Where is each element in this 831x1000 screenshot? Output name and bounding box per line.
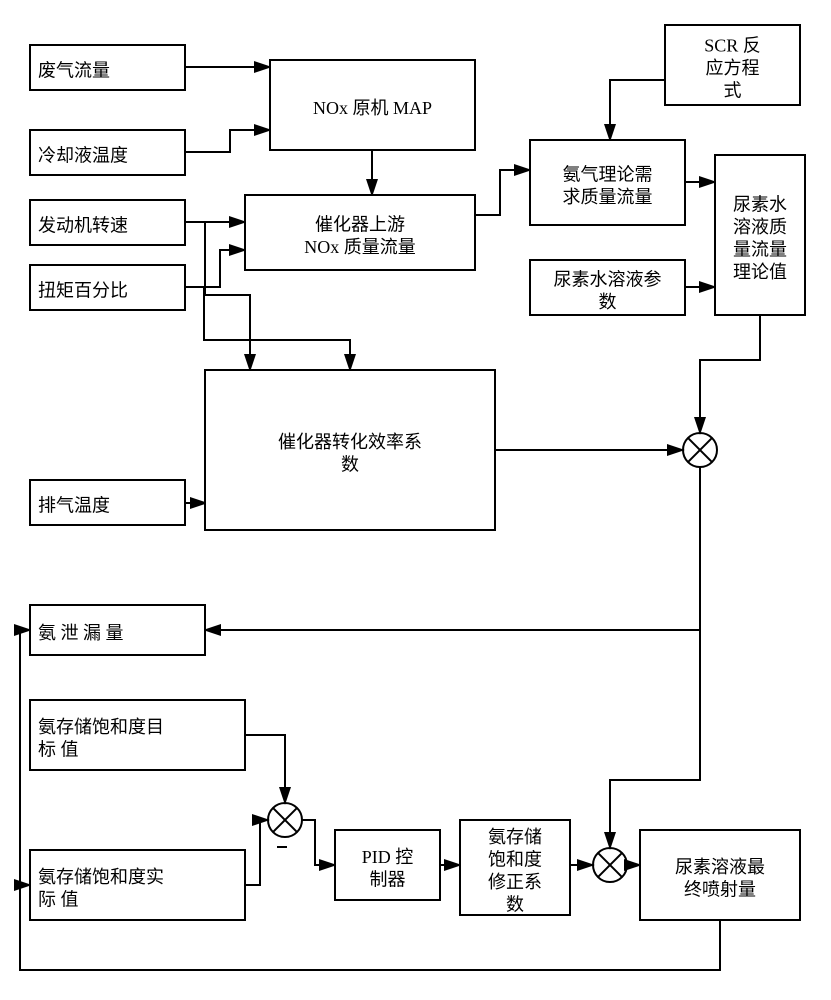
scrEq-label-0: SCR 反 <box>704 36 761 56</box>
nh3Theory-label-1: 求质量流量 <box>563 187 653 207</box>
pid-box: PID 控制器 <box>335 830 440 900</box>
upstreamNox-box: 催化器上游 NOx 质量流量 <box>245 195 475 270</box>
ureaParam-label-1: 数 <box>599 292 617 312</box>
scrEq-label-2: 式 <box>724 81 742 101</box>
nh3SatActual-label-1: 际 值 <box>38 889 79 909</box>
exhaustTemp-box: 排气温度 <box>30 480 185 525</box>
ureaTheory-box: 尿素水溶液质量流量理论值 <box>715 155 805 315</box>
edge-torquePct-upst <box>185 250 245 287</box>
pid-label-0: PID 控 <box>362 847 414 867</box>
torquePct-box: 扭矩百分比 <box>30 265 185 310</box>
nh3Leak-box: 氨 泄 漏 量 <box>30 605 205 655</box>
catEff-label-0: 催化器转化效率系 <box>278 432 422 452</box>
ureaFinal-label-1: 终喷射量 <box>684 879 756 899</box>
nh3SatCorr-label-0: 氨存储 <box>488 827 542 847</box>
catEff-label-1: 数 <box>341 454 359 474</box>
nh3SatCorr-label-3: 数 <box>506 894 524 914</box>
edge-torque-catEff <box>204 288 350 370</box>
nh3SatActual-box: 氨存储饱和度实际 值 <box>30 850 245 920</box>
sum-s1 <box>683 433 717 467</box>
upstreamNox-label-1: NOx 质量流量 <box>304 237 416 257</box>
edge-engSpd-catEff <box>205 222 250 370</box>
edge-coolantTemp-noxMap <box>185 130 270 152</box>
ureaParam-box: 尿素水溶液参数 <box>530 260 685 315</box>
edge-ureaTh-s1 <box>700 315 760 433</box>
edge-target-s2 <box>245 735 285 803</box>
ureaFinal-box: 尿素溶液最终喷射量 <box>640 830 800 920</box>
exhaustFlow-label-0: 废气流量 <box>38 61 110 81</box>
ureaParam-label-0: 尿素水溶液参 <box>554 269 662 289</box>
edge-actual-s2 <box>245 820 268 885</box>
ureaTheory-label-2: 量流量 <box>733 239 787 259</box>
nh3SatCorr-box: 氨存储饱和度修正系数 <box>460 820 570 915</box>
scrEq-label-1: 应方程 <box>706 58 760 78</box>
exhaustTemp-label-0: 排气温度 <box>38 496 110 516</box>
edge-scr-nh3Th <box>610 80 665 140</box>
noxMap-label-0: NOx 原机 MAP <box>313 98 432 118</box>
sum-s2 <box>268 803 302 847</box>
nh3SatTarget-label-1: 标 值 <box>38 739 79 759</box>
nh3SatCorr-label-2: 修正系 <box>488 872 542 892</box>
upstreamNox-label-0: 催化器上游 <box>315 214 405 234</box>
flow-diagram: 废气流量冷却液温度 NOx 原机 MAP SCR 反应方程式氨气理论需求质量流量发动… <box>0 0 831 1000</box>
ureaTheory-label-1: 溶液质 <box>733 217 787 237</box>
engineSpeed-box: 发动机转速 <box>30 200 185 245</box>
nh3Leak-label-0: 氨 泄 漏 量 <box>38 623 124 643</box>
edge-s1-s3 <box>610 630 700 848</box>
edge-final-fb-leak <box>20 630 30 885</box>
coolantTemp-box: 冷却液温度 <box>30 130 185 175</box>
catEff-box: 催化器转化效率系数 <box>205 370 495 530</box>
nh3Theory-label-0: 氨气理论需 <box>563 164 653 184</box>
nh3SatTarget-label-0: 氨存储饱和度目 <box>38 717 164 737</box>
nh3SatTarget-box: 氨存储饱和度目标 值 <box>30 700 245 770</box>
coolantTemp-label-0: 冷却液温度 <box>38 146 128 166</box>
scrEq-box: SCR 反应方程式 <box>665 25 800 105</box>
noxMap-box: NOx 原机 MAP <box>270 60 475 150</box>
exhaustFlow-box: 废气流量 <box>30 45 185 90</box>
torquePct-label-0: 扭矩百分比 <box>38 281 128 301</box>
sum-s3 <box>593 848 627 882</box>
nh3Theory-box: 氨气理论需求质量流量 <box>530 140 685 225</box>
edge-s2-pid <box>302 820 335 865</box>
edge-upst-nh3Th <box>475 170 530 215</box>
engineSpeed-label-0: 发动机转速 <box>38 216 128 236</box>
nh3SatActual-label-0: 氨存储饱和度实 <box>38 867 164 887</box>
nh3SatCorr-label-1: 饱和度 <box>488 849 542 869</box>
ureaFinal-label-0: 尿素溶液最 <box>675 857 765 877</box>
ureaTheory-label-3: 理论值 <box>733 262 787 282</box>
ureaTheory-label-0: 尿素水 <box>733 194 787 214</box>
pid-label-1: 制器 <box>370 869 406 889</box>
